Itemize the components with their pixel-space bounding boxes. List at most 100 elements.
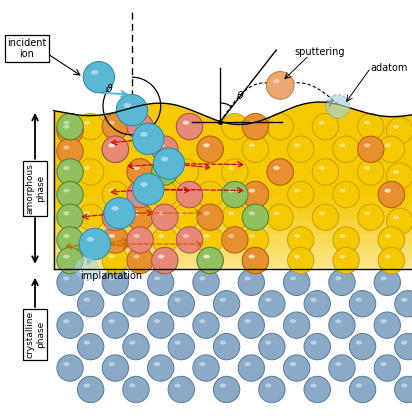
Ellipse shape [294,143,300,147]
Ellipse shape [108,255,115,258]
Bar [54,224,412,226]
Ellipse shape [84,212,90,215]
Ellipse shape [228,212,234,215]
Circle shape [57,312,83,338]
Ellipse shape [63,276,70,280]
Ellipse shape [84,341,90,344]
Ellipse shape [248,255,255,258]
Circle shape [168,376,194,403]
Ellipse shape [220,341,226,344]
Bar [54,232,412,234]
Ellipse shape [158,143,164,147]
Ellipse shape [108,212,115,215]
Ellipse shape [154,319,160,323]
Ellipse shape [290,362,296,366]
Ellipse shape [129,384,136,387]
Ellipse shape [158,166,164,170]
Circle shape [75,257,98,280]
Ellipse shape [393,215,399,219]
Circle shape [77,376,104,403]
Ellipse shape [129,341,136,344]
Circle shape [358,204,384,230]
Circle shape [127,204,153,230]
Circle shape [259,291,285,317]
Ellipse shape [108,234,115,238]
Circle shape [197,247,223,274]
Circle shape [57,355,83,381]
Bar [54,257,412,260]
Circle shape [304,334,330,360]
Circle shape [79,228,110,260]
Circle shape [102,181,129,208]
Circle shape [102,136,129,163]
Ellipse shape [339,143,346,147]
Bar [54,211,412,213]
Circle shape [127,204,153,230]
Circle shape [395,291,412,317]
Ellipse shape [273,121,280,125]
Ellipse shape [290,276,296,280]
Ellipse shape [248,189,255,193]
Bar [54,267,412,269]
Bar [54,219,412,221]
Ellipse shape [124,103,131,108]
Ellipse shape [158,234,164,238]
Circle shape [266,71,294,99]
Ellipse shape [335,276,342,280]
Ellipse shape [63,189,70,193]
Ellipse shape [248,143,255,147]
Circle shape [378,136,405,163]
Circle shape [213,334,240,360]
Ellipse shape [335,319,342,323]
Bar [54,234,412,235]
Ellipse shape [380,362,387,366]
Circle shape [116,94,147,126]
Circle shape [152,227,178,253]
Text: implantation: implantation [80,271,143,281]
Ellipse shape [183,234,189,238]
Ellipse shape [154,276,160,280]
Ellipse shape [158,189,164,193]
Ellipse shape [228,189,234,193]
Circle shape [329,312,355,338]
Circle shape [102,136,129,163]
Circle shape [222,204,248,230]
Circle shape [267,113,293,140]
Ellipse shape [384,255,391,258]
Ellipse shape [108,143,115,147]
Ellipse shape [63,319,70,323]
Circle shape [386,208,412,234]
Circle shape [77,204,104,230]
Ellipse shape [158,255,164,258]
Ellipse shape [133,212,140,215]
Ellipse shape [203,143,210,147]
Bar [54,217,412,219]
Ellipse shape [158,255,164,258]
Ellipse shape [108,319,115,323]
Circle shape [133,173,164,205]
Circle shape [127,227,153,253]
Ellipse shape [174,384,181,387]
Circle shape [102,136,129,163]
Circle shape [77,113,104,140]
Bar [54,252,412,254]
Text: $\theta$: $\theta$ [236,89,245,101]
Ellipse shape [203,255,210,258]
Circle shape [193,269,219,296]
Ellipse shape [228,121,234,125]
Circle shape [152,159,178,185]
Circle shape [83,61,115,93]
Bar [54,241,412,243]
Bar [54,208,412,209]
Circle shape [312,204,339,230]
Ellipse shape [318,212,325,215]
Bar [54,237,412,239]
Ellipse shape [63,255,70,258]
Circle shape [267,159,293,185]
Text: incident
ion: incident ion [7,38,47,59]
Ellipse shape [178,166,185,170]
Circle shape [222,113,248,140]
Circle shape [358,113,384,140]
Ellipse shape [203,255,210,258]
Ellipse shape [158,212,164,215]
